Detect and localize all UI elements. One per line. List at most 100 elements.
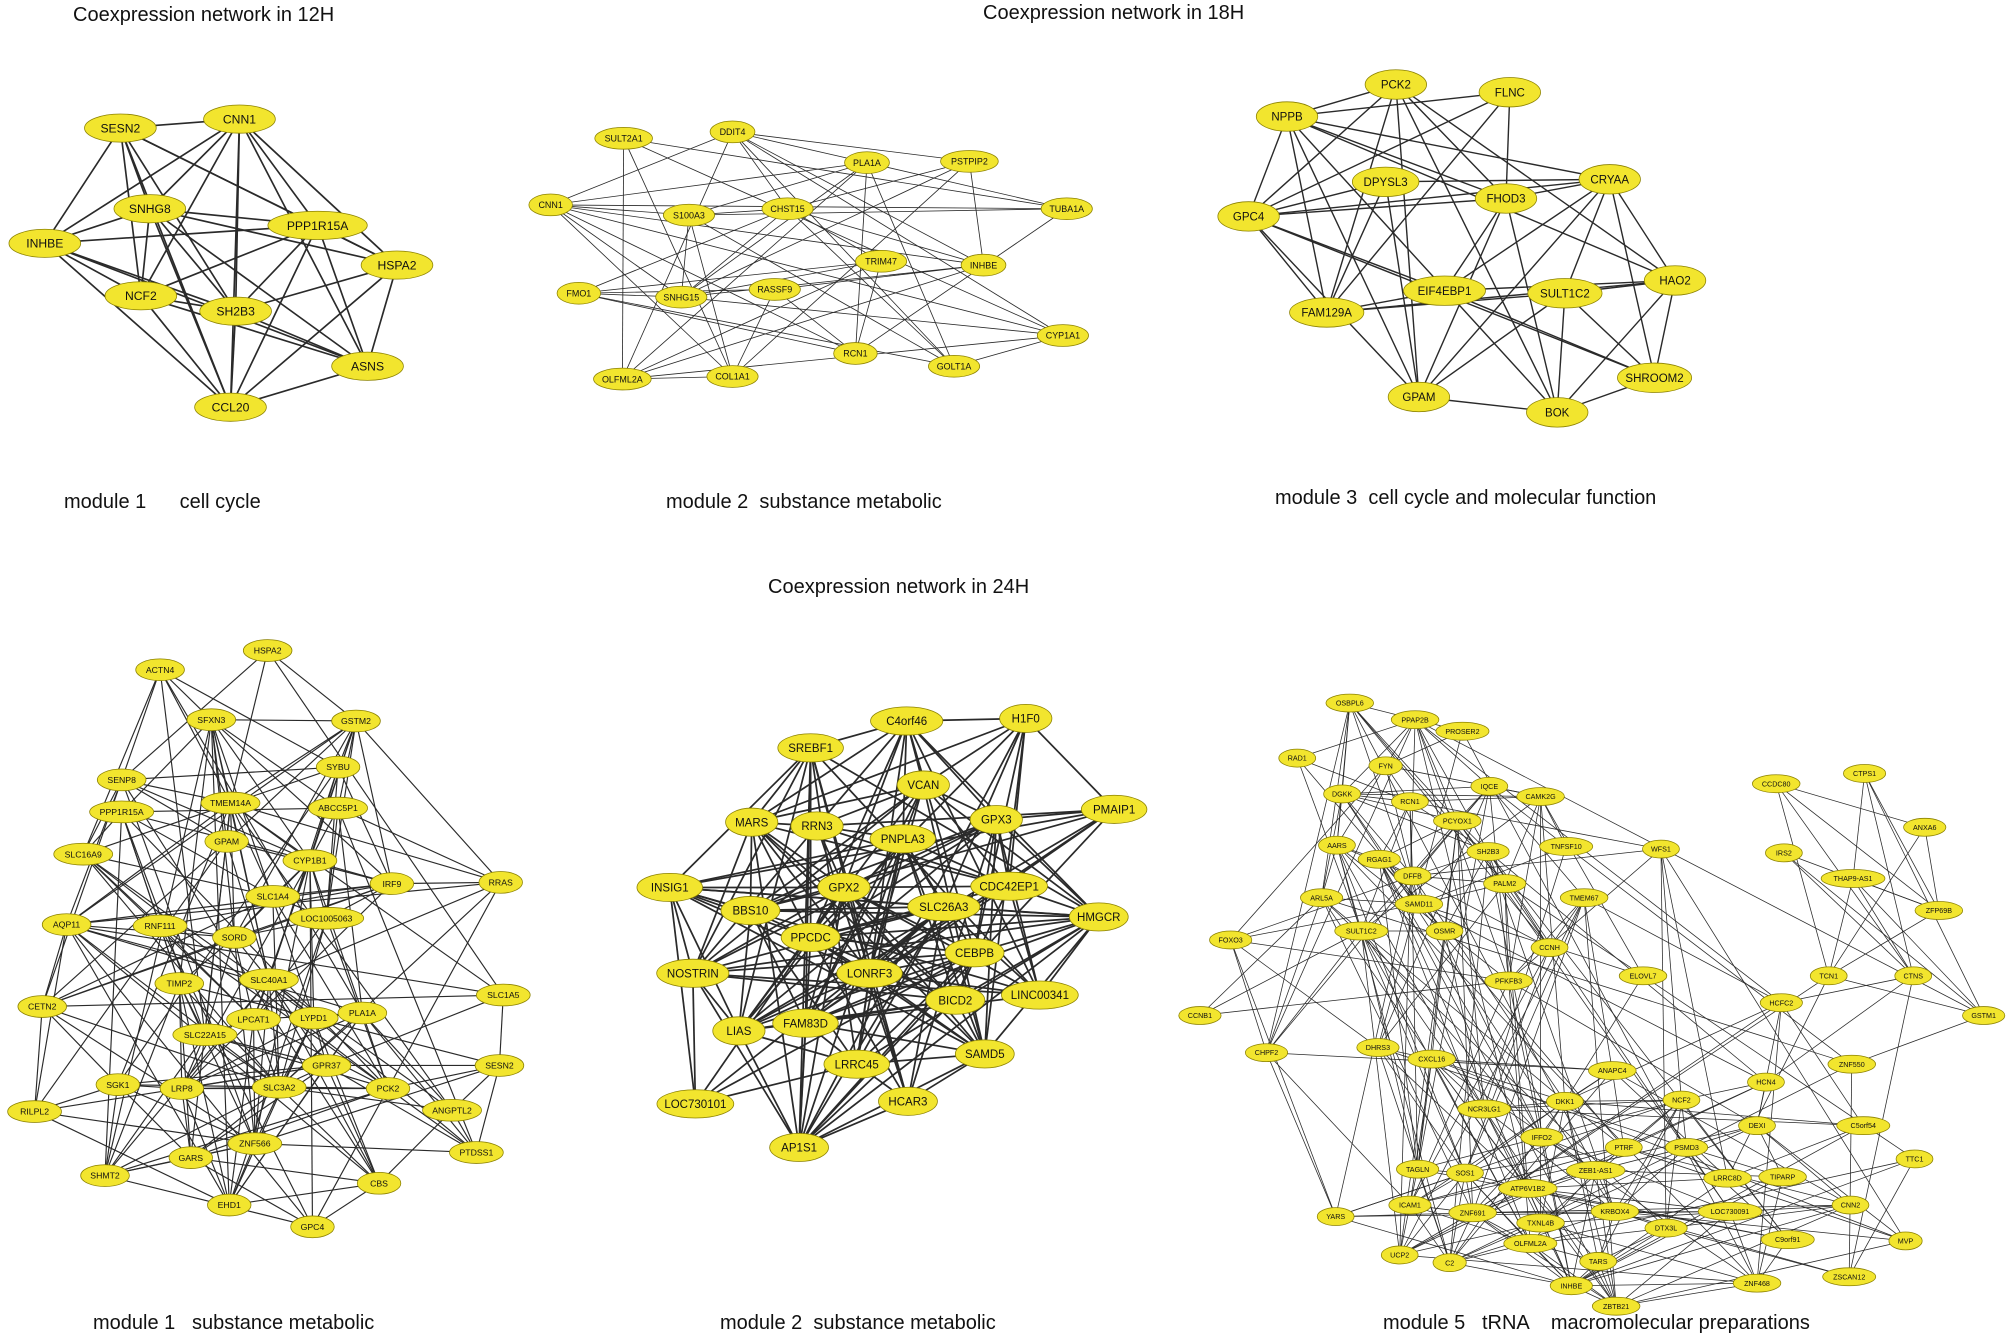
network-edge bbox=[229, 264, 398, 408]
network-edge bbox=[278, 881, 502, 1088]
node-ellipse bbox=[267, 210, 368, 240]
node-ellipse bbox=[1903, 817, 1947, 837]
node-label: GSTM1 bbox=[1971, 1012, 1996, 1020]
node-ellipse bbox=[1962, 1006, 2006, 1025]
network-edge bbox=[1361, 930, 1543, 1138]
network-node: INHBE bbox=[1549, 1276, 1593, 1296]
network-edge bbox=[578, 208, 788, 294]
network-edge bbox=[238, 118, 369, 367]
network-node: PFKFB3 bbox=[1484, 971, 1533, 991]
network-edge bbox=[117, 1064, 327, 1086]
node-ellipse bbox=[748, 278, 801, 301]
network-edge bbox=[190, 1157, 380, 1184]
node-layer: C4orf46 H1F0 SREBF1 VCAN MARS RRN3 GPX3 PMAIP1 P… bbox=[636, 703, 1148, 1162]
network-edge bbox=[843, 818, 997, 889]
network-node: FMO1 bbox=[556, 281, 601, 305]
network-node: PSTPIP2 bbox=[940, 150, 999, 173]
network-edge bbox=[326, 1065, 380, 1184]
network-edge bbox=[1266, 930, 1362, 1053]
network-edge bbox=[1444, 178, 1611, 292]
node-ellipse bbox=[113, 194, 187, 224]
node-ellipse bbox=[290, 1215, 335, 1239]
network-node: C2 bbox=[1432, 1253, 1467, 1273]
node-ellipse bbox=[1446, 1163, 1484, 1183]
network-edge bbox=[1564, 975, 1644, 1102]
network-node: ICAM1 bbox=[1388, 1195, 1432, 1215]
node-ellipse bbox=[1484, 971, 1533, 991]
network-node: BICD2 bbox=[925, 985, 986, 1015]
node-ellipse bbox=[1368, 756, 1403, 776]
network-node: RNF111 bbox=[132, 914, 188, 938]
network-edge bbox=[44, 242, 232, 408]
network-edge bbox=[866, 162, 955, 367]
network-edge bbox=[1377, 1047, 1466, 1174]
network-edge bbox=[1570, 1170, 1597, 1286]
node-label: SHROOM2 bbox=[1625, 373, 1683, 385]
network-node: DGKK bbox=[1323, 784, 1361, 804]
title-18h: Coexpression network in 18H bbox=[983, 2, 1245, 24]
node-label: LOC730091 bbox=[1711, 1208, 1750, 1216]
network-edge bbox=[738, 910, 752, 1031]
network-node: CHPF2 bbox=[1245, 1043, 1289, 1063]
node-label: RAD1 bbox=[1288, 755, 1307, 763]
node-label: TMEM14A bbox=[210, 798, 251, 808]
node-ellipse bbox=[1643, 265, 1707, 296]
node-label: TTC1 bbox=[1906, 1156, 1924, 1164]
network-edge bbox=[550, 204, 682, 298]
network-node: SGK1 bbox=[95, 1073, 140, 1096]
node-label: NCF2 bbox=[125, 289, 157, 303]
network-edge bbox=[1614, 1211, 1906, 1242]
network-edge bbox=[1230, 903, 1419, 941]
node-ellipse bbox=[199, 296, 272, 326]
network-edge bbox=[66, 924, 504, 996]
network-edge bbox=[104, 1034, 206, 1176]
node-label: TNFSF10 bbox=[1551, 843, 1582, 851]
network-edge bbox=[104, 1086, 280, 1177]
node-ellipse bbox=[242, 639, 293, 662]
network-node: LONRF3 bbox=[836, 958, 903, 988]
edge-layer bbox=[668, 717, 1115, 1149]
network-edge bbox=[1781, 975, 1914, 1004]
network-node: DTX3L bbox=[1644, 1218, 1688, 1238]
node-label: TIMP2 bbox=[166, 979, 192, 989]
node-layer: HSPA2 ACTN4 SFXN3 GSTM2 SYBU SENP8 PPP1R15A TME… bbox=[7, 639, 531, 1239]
network-edge bbox=[1286, 116, 1328, 313]
network-edge bbox=[732, 131, 984, 266]
node-ellipse bbox=[1068, 902, 1129, 932]
node-label: MVP bbox=[1898, 1237, 1914, 1245]
network-edge bbox=[905, 720, 1041, 996]
network-edge bbox=[1248, 215, 1328, 313]
node-label: S100A3 bbox=[673, 210, 705, 220]
node-label: FLNC bbox=[1495, 87, 1525, 99]
network-edge bbox=[855, 973, 871, 1065]
node-ellipse bbox=[1590, 1202, 1640, 1221]
node-ellipse bbox=[207, 1193, 252, 1217]
network-node: PLA1A bbox=[844, 151, 890, 174]
network-edge bbox=[119, 127, 237, 312]
node-ellipse bbox=[1403, 275, 1486, 306]
network-node: CNN2 bbox=[1831, 1195, 1870, 1215]
node-label: SLC1A5 bbox=[487, 990, 520, 1000]
network-edge bbox=[41, 1006, 256, 1145]
node-label: INHBE bbox=[970, 260, 997, 270]
node-ellipse bbox=[53, 842, 114, 866]
network-edge bbox=[1360, 930, 1466, 1174]
network-edge bbox=[149, 208, 232, 408]
network-edge bbox=[681, 208, 788, 298]
network-edge bbox=[1449, 1262, 1572, 1287]
network-node: PPCDC bbox=[780, 922, 841, 952]
node-label: EIF4EBP1 bbox=[1418, 286, 1472, 298]
network-node: SOS1 bbox=[1446, 1163, 1484, 1183]
node-ellipse bbox=[1914, 901, 1964, 920]
node-ellipse bbox=[7, 1100, 62, 1123]
network-edge bbox=[680, 215, 690, 298]
network-edge bbox=[787, 160, 970, 210]
network-edge bbox=[798, 952, 976, 1149]
network-edge bbox=[732, 131, 955, 367]
node-label: IRF9 bbox=[382, 879, 401, 889]
network-edge bbox=[179, 982, 500, 1067]
network-edge bbox=[1765, 975, 1914, 1083]
network-node: CYP1A1 bbox=[1036, 324, 1089, 347]
node-ellipse bbox=[1530, 938, 1569, 958]
